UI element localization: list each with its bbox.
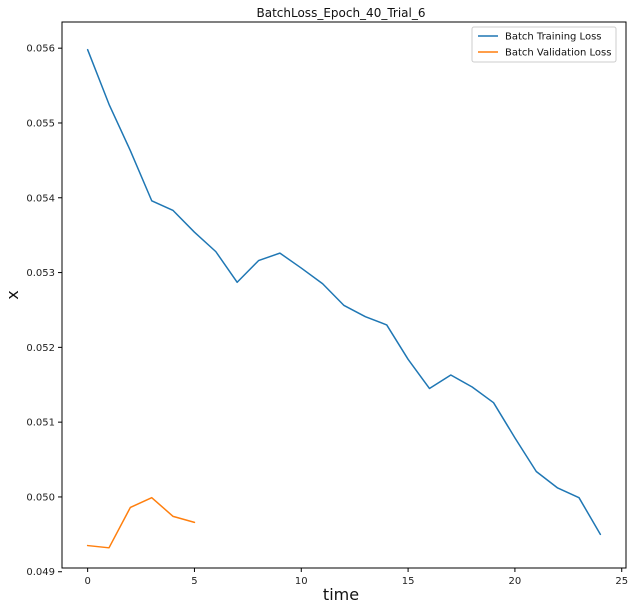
series-line-batch-validation-loss <box>86 496 196 549</box>
legend: Batch Training Loss Batch Validation Loss <box>471 26 617 63</box>
y-tick-label: 0.053 <box>26 268 55 279</box>
data-point <box>194 522 196 524</box>
x-tick-label: 0 <box>84 576 90 587</box>
y-tick-label: 0.055 <box>26 118 55 129</box>
data-point <box>215 251 217 253</box>
x-tick-label: 10 <box>295 576 308 587</box>
data-point <box>493 402 495 404</box>
data-point <box>130 507 132 509</box>
y-tick-label: 0.056 <box>26 44 55 55</box>
data-point <box>279 252 281 254</box>
data-point <box>172 516 174 518</box>
x-tick-label: 25 <box>615 576 628 587</box>
data-point <box>386 324 388 326</box>
series-line-batch-training-loss <box>86 48 602 536</box>
data-point <box>450 374 452 376</box>
data-point <box>108 103 110 105</box>
chart-title: BatchLoss_Epoch_40_Trial_6 <box>257 6 426 20</box>
data-point <box>236 281 238 283</box>
data-point <box>471 386 473 388</box>
data-point <box>108 547 110 549</box>
legend-box <box>471 26 617 63</box>
y-tick-label: 0.054 <box>26 193 55 204</box>
data-point <box>600 534 602 536</box>
x-tick-label: 5 <box>191 576 197 587</box>
y-tick-label: 0.052 <box>26 343 55 354</box>
x-axis: 0 5 10 15 20 25 <box>84 568 628 587</box>
series-lines <box>86 48 602 549</box>
x-tick-label: 15 <box>402 576 415 587</box>
y-axis-title: x <box>3 290 22 299</box>
data-point <box>194 231 196 233</box>
x-tick-label: 20 <box>509 576 522 587</box>
data-point <box>151 200 153 202</box>
data-point <box>300 267 302 269</box>
data-point <box>429 388 431 390</box>
data-point <box>365 316 367 318</box>
y-tick-label: 0.051 <box>26 418 55 429</box>
y-axis: 0.049 0.050 0.051 0.052 0.053 0.054 0.055 0.056 <box>26 44 62 578</box>
data-point <box>151 497 153 499</box>
legend-label: Batch Training Loss <box>505 32 602 43</box>
data-point <box>557 487 559 489</box>
data-point <box>172 210 174 212</box>
data-point <box>514 437 516 439</box>
plot-area: 0.049 0.050 0.051 0.052 0.053 0.054 0.055 0.056… <box>26 21 628 587</box>
data-point <box>322 283 324 285</box>
data-point <box>343 305 345 307</box>
y-tick-label: 0.049 <box>26 567 55 578</box>
data-point <box>407 359 409 361</box>
y-tick-label: 0.050 <box>26 492 55 503</box>
data-point <box>258 260 260 262</box>
data-point <box>87 545 89 547</box>
data-point <box>87 49 89 51</box>
data-point <box>535 471 537 473</box>
data-point <box>578 497 580 499</box>
plot-frame <box>61 21 627 569</box>
x-axis-title: time <box>323 585 359 604</box>
data-point <box>130 150 132 152</box>
legend-label: Batch Validation Loss <box>505 48 611 59</box>
